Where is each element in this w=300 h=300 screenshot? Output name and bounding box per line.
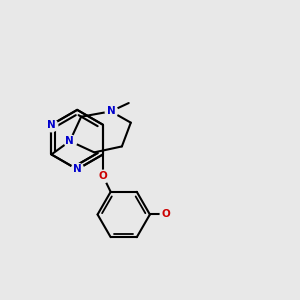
Text: N: N [106, 106, 115, 116]
Text: O: O [98, 171, 107, 181]
Text: O: O [162, 209, 171, 220]
Text: N: N [73, 164, 82, 174]
Text: N: N [65, 136, 74, 146]
Text: N: N [47, 120, 56, 130]
